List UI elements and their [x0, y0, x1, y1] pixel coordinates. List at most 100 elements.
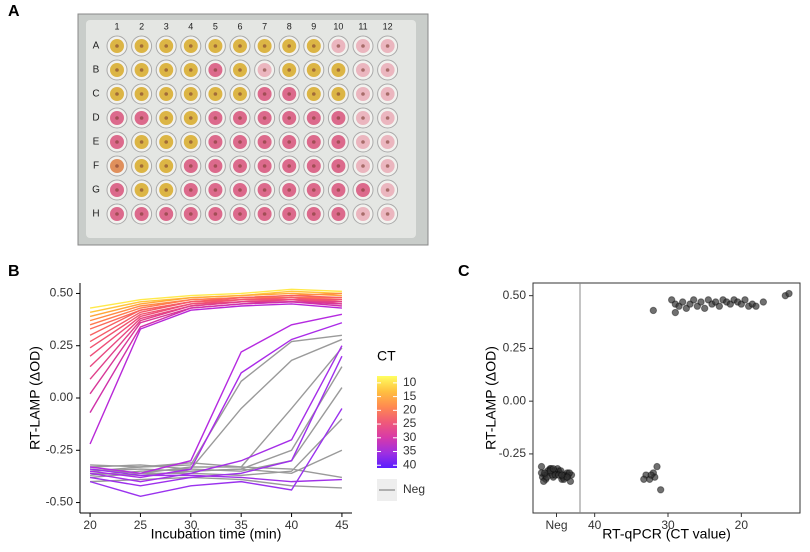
- point: [541, 469, 549, 477]
- well-center: [312, 68, 316, 72]
- well-center: [139, 140, 144, 144]
- well-center: [115, 68, 119, 72]
- plot-border: [532, 282, 801, 514]
- y-tick-label: -0.50: [46, 495, 74, 509]
- well-center: [361, 92, 365, 96]
- plate-row-label: D: [92, 113, 99, 124]
- well-center: [312, 164, 316, 168]
- point: [549, 464, 557, 473]
- well-center: [164, 68, 168, 72]
- well-center: [139, 116, 144, 120]
- well-center: [262, 44, 267, 48]
- legend-tick-label: 30: [403, 430, 417, 444]
- well-center: [139, 44, 144, 48]
- plate-column-label: 11: [358, 21, 367, 31]
- well-center: [287, 92, 292, 96]
- well-center: [189, 188, 193, 192]
- plate-row-label: B: [93, 65, 100, 76]
- well-center: [385, 188, 390, 192]
- legend-colorbar: [377, 376, 397, 468]
- well-center: [189, 44, 193, 48]
- y-tick-label: 0.50: [50, 286, 74, 300]
- line-series: [89, 296, 342, 343]
- y-tick-label: -0.25: [499, 446, 527, 460]
- well-center: [312, 140, 316, 144]
- well-center: [336, 212, 341, 216]
- x-tick-label: Neg: [545, 518, 567, 532]
- point: [649, 306, 658, 315]
- point: [640, 475, 648, 483]
- well-center: [287, 164, 292, 168]
- line-series: [89, 313, 343, 474]
- line-series: [89, 468, 342, 483]
- point: [558, 471, 566, 479]
- plate-column-label: 2: [139, 21, 144, 31]
- well-center: [287, 188, 292, 192]
- well-center: [262, 116, 267, 120]
- well-center: [139, 164, 144, 168]
- x-axis-title: RT-qPCR (CT value): [602, 526, 731, 542]
- y-tick-label: 0.25: [50, 338, 74, 352]
- well-center: [361, 44, 365, 48]
- well-center: [336, 140, 341, 144]
- x-tick-label: 40: [588, 518, 602, 532]
- line-series: [89, 303, 342, 445]
- well-center: [189, 140, 193, 144]
- point: [785, 289, 793, 298]
- well-center: [312, 212, 316, 216]
- line-series: [89, 408, 343, 497]
- well-center: [361, 140, 365, 144]
- plate-column-label: 1: [114, 21, 119, 31]
- well-center: [262, 164, 267, 168]
- plate-column-label: 12: [383, 21, 393, 31]
- y-tick-label: 0.00: [503, 393, 527, 407]
- well-center: [189, 116, 193, 120]
- well-center: [213, 188, 218, 192]
- line-series: [89, 355, 343, 487]
- well-center: [287, 44, 292, 48]
- line-series: [89, 292, 342, 318]
- well-center: [385, 116, 390, 120]
- well-center: [164, 188, 168, 192]
- x-tick-label: 35: [235, 518, 249, 532]
- well-center: [262, 188, 267, 192]
- well-center: [164, 116, 168, 120]
- well-center: [115, 188, 119, 192]
- well-center: [312, 188, 316, 192]
- point: [711, 298, 720, 306]
- well-center: [238, 140, 242, 144]
- line-series: [89, 301, 342, 413]
- plate-column-label: 3: [164, 21, 169, 31]
- well-center: [262, 92, 267, 96]
- well-center: [238, 68, 242, 72]
- well-center: [115, 44, 119, 48]
- well-center: [213, 44, 218, 48]
- y-tick-label: 0.50: [503, 288, 527, 302]
- well-center: [238, 188, 242, 192]
- point: [667, 296, 676, 304]
- well-center: [238, 116, 242, 120]
- line-series: [89, 322, 343, 479]
- plate-row-label: C: [92, 89, 99, 100]
- legend-tick-label: 20: [403, 403, 417, 417]
- well-center: [262, 68, 267, 72]
- well-center: [287, 212, 292, 216]
- y-axis-title: RT-LAMP (ΔOD): [27, 346, 43, 450]
- line-series: [90, 347, 343, 474]
- line-series: [89, 288, 342, 309]
- well-center: [361, 68, 365, 72]
- well-center: [385, 68, 390, 72]
- well-center: [213, 164, 218, 168]
- line-series: [90, 449, 343, 474]
- point: [686, 300, 694, 308]
- x-tick-label: 25: [134, 518, 148, 532]
- well-center: [189, 68, 193, 72]
- legend-tick-label: 10: [403, 375, 417, 389]
- well-center: [115, 212, 119, 216]
- well-center: [213, 92, 218, 96]
- well-center: [262, 140, 267, 144]
- plate-row-label: A: [93, 41, 100, 52]
- well-center: [139, 68, 144, 72]
- legend-tick-label: 15: [403, 389, 417, 403]
